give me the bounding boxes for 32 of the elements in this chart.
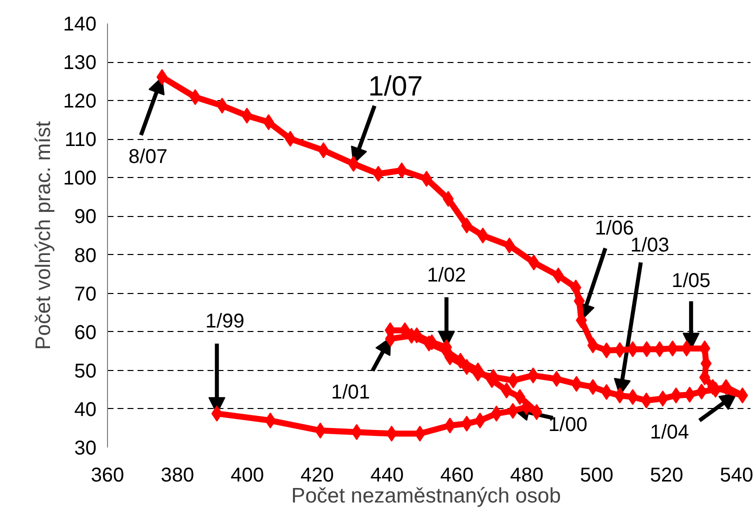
x-axis-title: Počet nezaměstnaných osob (291, 484, 561, 508)
annotation: 1/04 (650, 422, 689, 444)
y-tick-label: 90 (74, 206, 97, 228)
x-tick-label: 520 (650, 464, 684, 486)
annotation: 1/02 (427, 264, 466, 286)
annotation: 8/07 (128, 146, 168, 168)
x-tick-label: 360 (90, 464, 124, 486)
x-tick-label: 480 (510, 464, 544, 486)
y-tick-label: 120 (63, 90, 97, 113)
annotation: 1/05 (672, 270, 711, 292)
x-tick-label: 460 (440, 464, 474, 486)
annotation: 1/99 (205, 310, 244, 333)
annotation: 1/01 (331, 382, 370, 404)
y-tick-label: 70 (74, 283, 97, 306)
x-tick-label: 420 (300, 464, 334, 486)
x-tick-label: 440 (370, 464, 404, 486)
y-axis-title: Počet volných prac. míst (32, 120, 56, 350)
x-tick-label: 540 (720, 464, 754, 486)
x-tick-label: 500 (580, 464, 614, 486)
annotation: 1/00 (548, 414, 588, 436)
y-tick-label: 140 (63, 14, 97, 36)
y-tick-label: 100 (63, 168, 97, 190)
y-tick-label: 50 (74, 360, 97, 382)
annotation: 1/07 (368, 70, 423, 102)
y-tick-label: 30 (74, 438, 97, 460)
y-tick-label: 110 (64, 129, 97, 152)
x-tick-label: 400 (230, 464, 264, 486)
y-tick-label: 60 (74, 322, 97, 344)
y-tick-label: 40 (74, 398, 97, 421)
y-tick-label: 80 (74, 244, 97, 267)
x-tick-label: 380 (160, 464, 194, 486)
y-tick-label: 130 (63, 52, 97, 74)
